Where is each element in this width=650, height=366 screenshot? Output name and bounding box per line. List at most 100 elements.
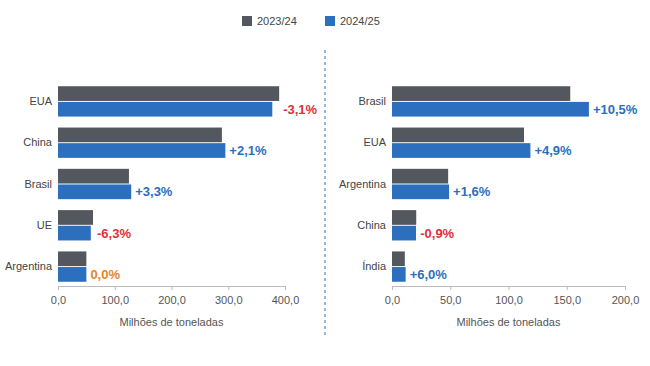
- change-label: -0,9%: [420, 226, 454, 241]
- category-tick: Índia: [362, 260, 392, 272]
- bar: 2023/24: [58, 210, 93, 225]
- change-label: +6,0%: [410, 267, 448, 282]
- change-label: +4,9%: [534, 143, 572, 158]
- x-tick-line: [285, 286, 286, 290]
- category-axis: EUA China Brasil UE Argentina: [5, 95, 58, 272]
- legend-swatch: [242, 16, 252, 26]
- bar: 2024/25: [392, 184, 449, 199]
- bar: 2024/25: [392, 267, 406, 282]
- x-tick-line: [58, 286, 59, 290]
- x-tick-label: 100,0: [101, 294, 129, 306]
- bar: 2023/24: [392, 169, 448, 184]
- category-label: Índia: [362, 260, 387, 272]
- x-tick: 200,0: [158, 286, 186, 306]
- bar: 2023/24: [58, 169, 129, 184]
- x-tick-line: [228, 286, 229, 290]
- legend-label: 2024/25: [340, 15, 380, 27]
- x-tick-label: 400,0: [272, 294, 300, 306]
- category-axis: Brasil EUA Argentina China Índia: [339, 95, 392, 272]
- x-tick: 150,0: [553, 286, 581, 306]
- x-tick-label: 150,0: [553, 294, 581, 306]
- category-tick: EUA: [29, 95, 58, 107]
- x-tick: 400,0: [272, 286, 300, 306]
- change-label: -6,3%: [97, 226, 131, 241]
- x-tick: 200,0: [612, 286, 640, 306]
- bar: 2023/24: [58, 86, 279, 101]
- x-tick-line: [625, 286, 626, 290]
- x-tick: 0,0: [51, 286, 66, 306]
- chart-1: 2023/242023/242023/242023/242023/242024/…: [339, 86, 639, 328]
- legend-swatch: [325, 16, 335, 26]
- change-label: +10,5%: [593, 102, 638, 117]
- x-tick: 50,0: [440, 286, 461, 306]
- category-label: Argentina: [339, 178, 387, 190]
- category-label: Brasil: [358, 95, 386, 107]
- bar: 2024/25: [58, 267, 86, 282]
- category-tick: EUA: [363, 136, 392, 148]
- category-tick: Argentina: [5, 260, 58, 272]
- bar: 2023/24: [392, 210, 416, 225]
- value-axis: 0,0 50,0 100,0 150,0 200,0: [385, 286, 639, 306]
- category-tick: China: [357, 219, 392, 231]
- bar: 2024/25: [392, 102, 589, 117]
- bar: 2024/25: [58, 184, 131, 199]
- category-tick: UE: [37, 219, 58, 231]
- bar: 2023/24: [392, 128, 524, 143]
- bars: 2023/242023/242023/242023/242023/242024/…: [58, 86, 279, 282]
- annotations: -3,1% +2,1% +3,3% -6,3% 0,0%: [90, 102, 317, 282]
- bar: 2023/24: [392, 86, 570, 101]
- category-tick: Brasil: [24, 178, 58, 190]
- change-label: +1,6%: [453, 184, 491, 199]
- legend-label: 2023/24: [257, 15, 297, 27]
- bar: 2023/24: [58, 251, 86, 266]
- x-tick-label: 0,0: [385, 294, 400, 306]
- bar: 2024/25: [58, 102, 272, 117]
- bars: 2023/242023/242023/242023/242023/242024/…: [392, 86, 589, 282]
- change-label: 0,0%: [90, 267, 120, 282]
- x-axis-title: Milhões de toneladas: [120, 316, 224, 328]
- annotations: +10,5% +4,9% +1,6% -0,9% +6,0%: [410, 102, 638, 282]
- x-tick-line: [509, 286, 510, 290]
- category-label: China: [23, 136, 53, 148]
- x-tick-label: 0,0: [51, 294, 66, 306]
- category-label: Argentina: [5, 260, 53, 272]
- bar: 2024/25: [58, 226, 91, 241]
- x-tick-label: 200,0: [612, 294, 640, 306]
- x-axis-line: [393, 287, 626, 291]
- x-tick-line: [172, 286, 173, 290]
- change-label: +3,3%: [135, 184, 173, 199]
- category-tick: China: [23, 136, 58, 148]
- category-label: Brasil: [24, 178, 52, 190]
- bar: 2023/24: [58, 128, 222, 143]
- x-tick-line: [567, 286, 568, 290]
- x-tick: 0,0: [385, 286, 400, 306]
- x-tick: 300,0: [215, 286, 243, 306]
- category-label: UE: [37, 219, 52, 231]
- x-tick-label: 100,0: [495, 294, 523, 306]
- bar: 2024/25: [58, 143, 225, 158]
- x-tick-line: [115, 286, 116, 290]
- x-tick: 100,0: [101, 286, 129, 306]
- x-axis-line: [59, 287, 286, 291]
- x-axis-title: Milhões de toneladas: [457, 316, 561, 328]
- category-tick: Argentina: [339, 178, 392, 190]
- x-tick-line: [392, 286, 393, 290]
- legend: 2023/24 2024/25: [242, 15, 380, 27]
- category-label: EUA: [29, 95, 52, 107]
- x-tick: 100,0: [495, 286, 523, 306]
- bar: 2024/25: [392, 143, 530, 158]
- bar: 2024/25: [392, 226, 416, 241]
- x-tick-label: 300,0: [215, 294, 243, 306]
- value-axis: 0,0 100,0 200,0 300,0 400,0: [51, 286, 299, 306]
- change-label: -3,1%: [283, 102, 317, 117]
- divider: [325, 50, 326, 335]
- chart-canvas: 2023/242023/242023/242023/242023/242024/…: [0, 0, 650, 366]
- category-label: China: [357, 219, 387, 231]
- category-tick: Brasil: [358, 95, 392, 107]
- x-tick-label: 200,0: [158, 294, 186, 306]
- x-tick-line: [450, 286, 451, 290]
- x-tick-label: 50,0: [440, 294, 461, 306]
- change-label: +2,1%: [229, 143, 267, 158]
- chart-0: 2023/242023/242023/242023/242023/242024/…: [5, 86, 318, 328]
- category-label: EUA: [363, 136, 386, 148]
